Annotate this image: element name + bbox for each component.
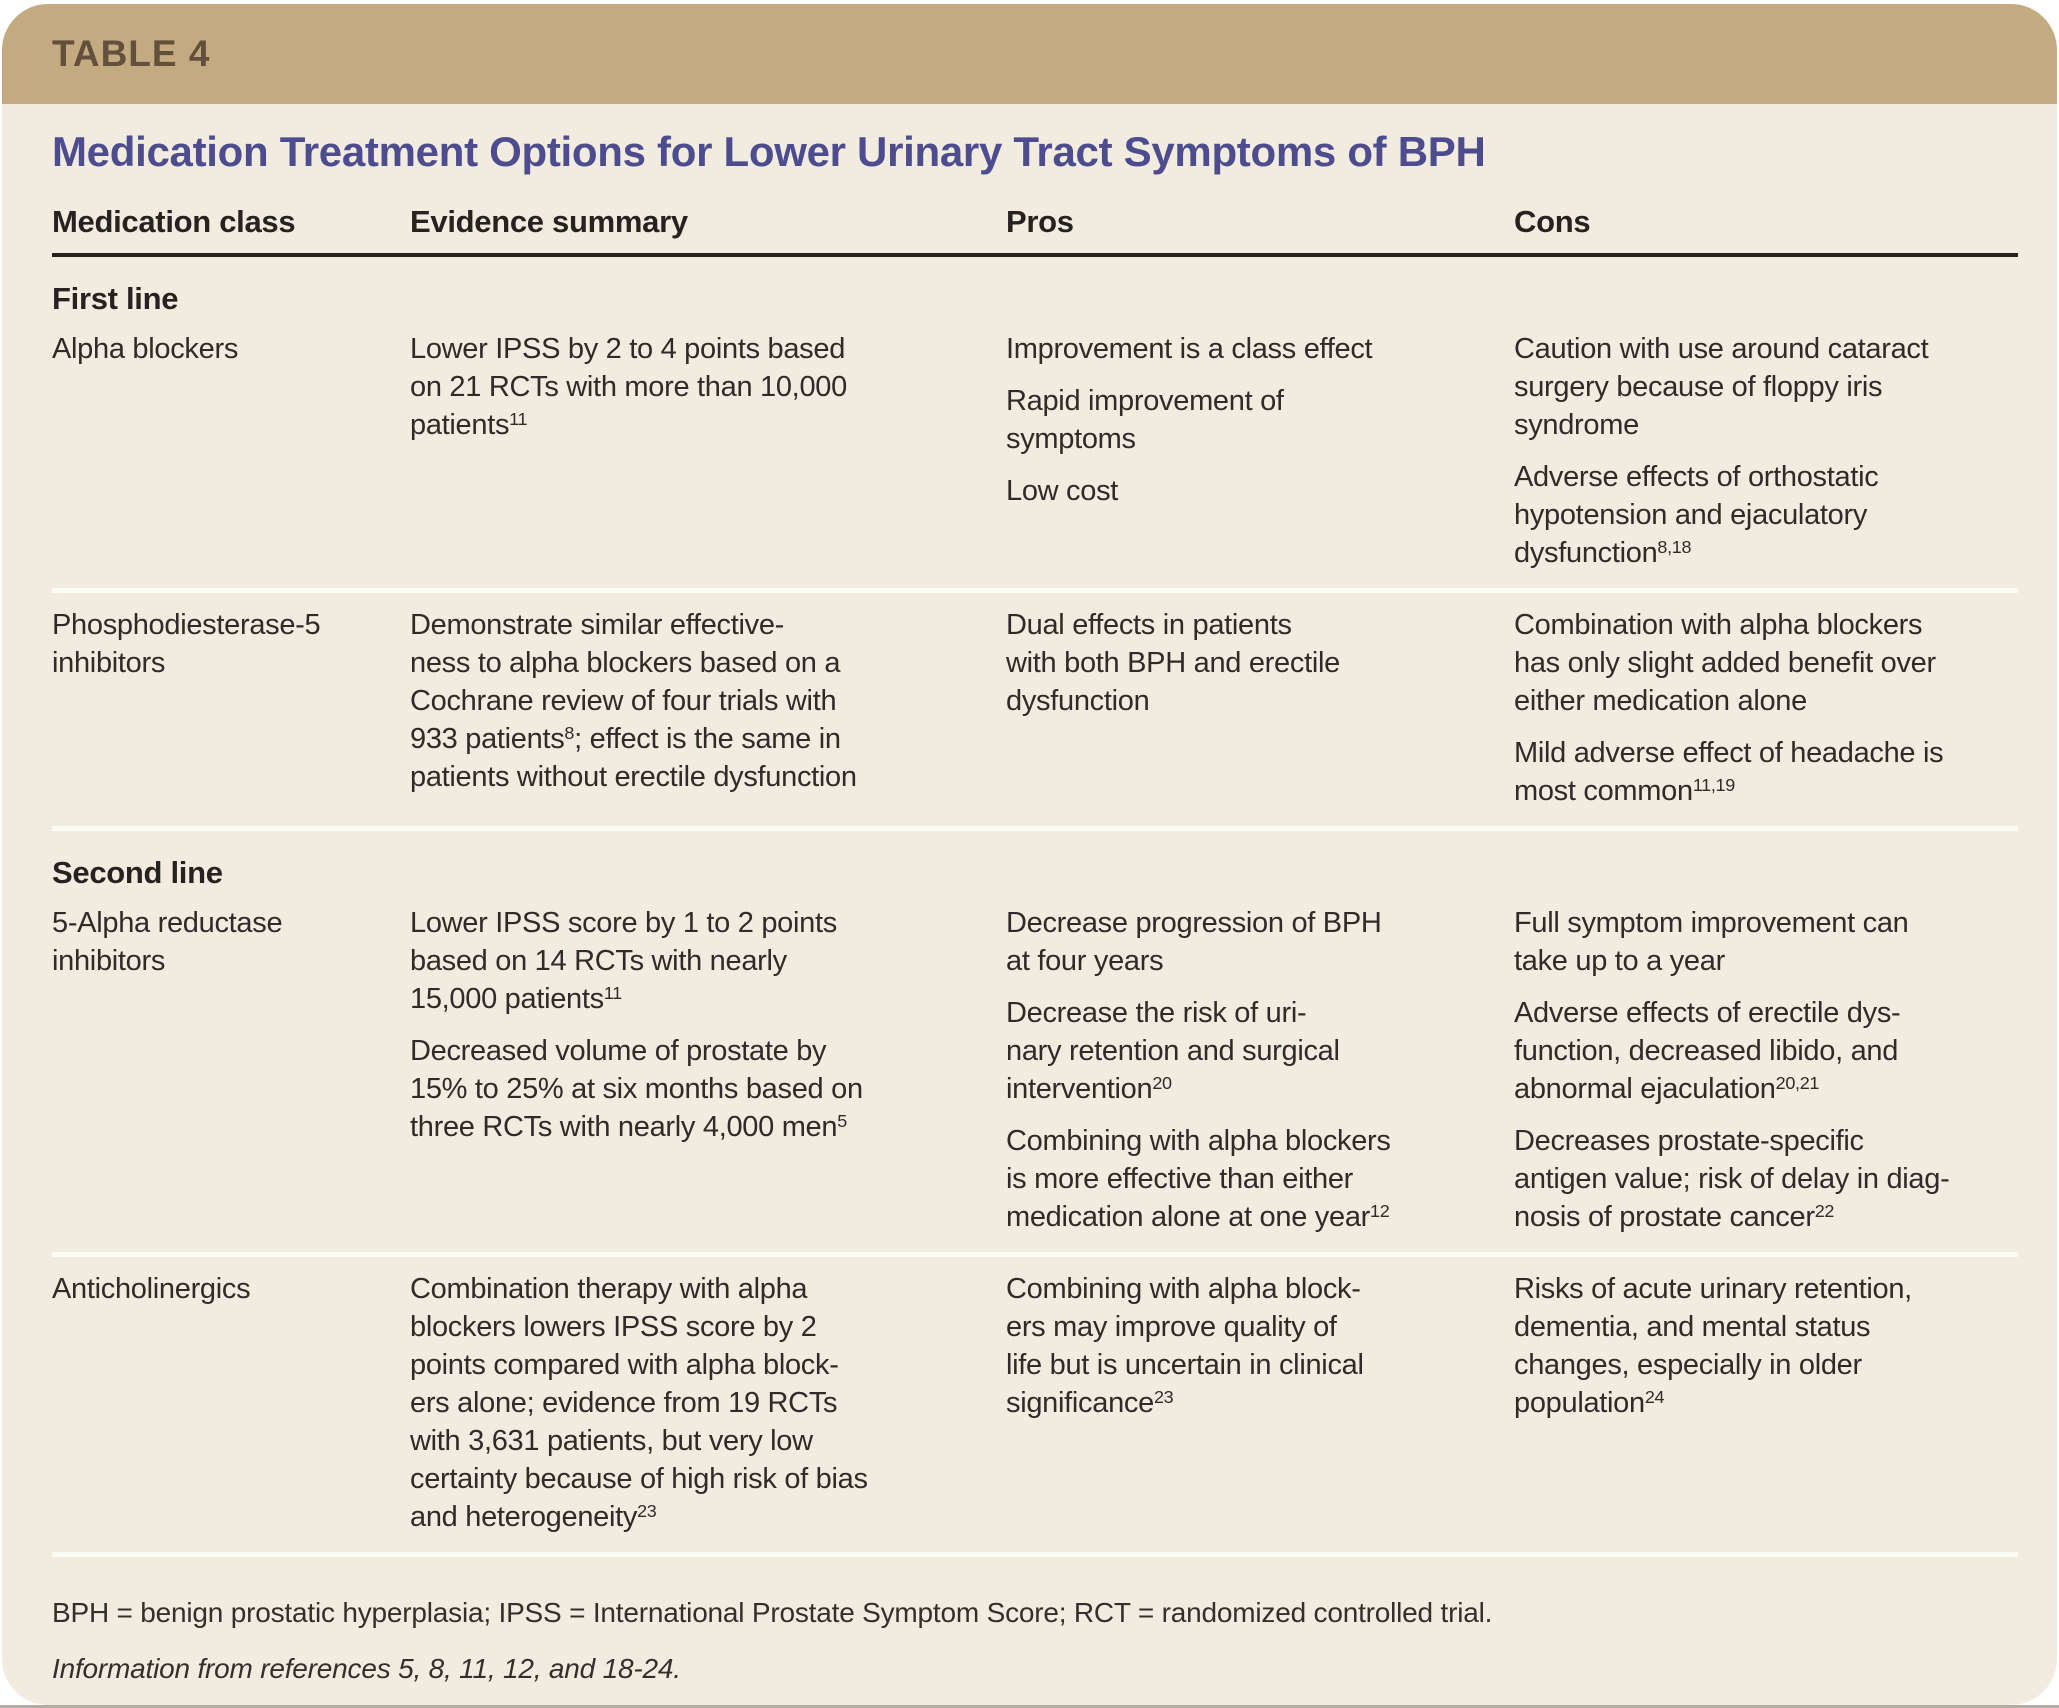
cell-paragraph: Combining with alpha block-ers may impro… [1006, 1273, 1364, 1419]
pros-cell: Dual effects in patients with both BPH an… [1006, 606, 1514, 810]
cell-paragraph: Demonstrate similar effective-ness to al… [410, 609, 857, 793]
table-rows: First line Alpha blockers Lower IPSS by 2 … [52, 281, 2018, 1557]
cell-paragraph: Decreased volume of prostate by 15% to 25… [410, 1035, 863, 1143]
pros-cell: Decrease progression of BPH at four years… [1006, 904, 1514, 1236]
row-separator [52, 588, 2018, 593]
table-header-bar: TABLE 4 [2, 4, 2057, 104]
evidence-summary-cell: Combination therapy with alpha blockers l… [410, 1270, 1006, 1536]
column-header-pros: Pros [1006, 204, 1074, 239]
cell-paragraph: Caution with use around cataract surgery … [1514, 333, 1929, 441]
cell-paragraph: Mild adverse effect of headache is most c… [1514, 737, 1944, 807]
cell-paragraph: Decrease progression of BPH at four years [1006, 907, 1382, 977]
cell-paragraph: Decreases prostate-specific antigen value… [1514, 1125, 1950, 1233]
cell-paragraph: Dual effects in patients with both BPH an… [1006, 609, 1340, 717]
cell-paragraph: Combining with alpha blockers is more eff… [1006, 1125, 1391, 1233]
cell-paragraph: Full symptom improvement can take up to a… [1514, 907, 1909, 977]
table-row: Phosphodiesterase-5 inhibitors Demonstrate… [52, 593, 2018, 826]
cell-paragraph: Low cost [1006, 475, 1119, 507]
cons-cell: Combination with alpha blockers has only … [1514, 606, 2018, 810]
cell-paragraph: Adverse effects of orthostatic hypotensio… [1514, 461, 1879, 569]
row-separator [52, 1252, 2018, 1257]
row-separator [52, 826, 2018, 831]
medication-class-cell: Anticholinergics [52, 1273, 251, 1305]
cell-paragraph: Risks of acute urinary retention, dementi… [1514, 1273, 1912, 1419]
section-header: First line [52, 281, 179, 316]
medication-class-cell: 5-Alpha reductase inhibitors [52, 907, 283, 977]
cell-paragraph: Improvement is a class effect [1006, 333, 1373, 365]
evidence-summary-cell: Lower IPSS by 2 to 4 points based on 21 R… [410, 330, 1006, 572]
evidence-summary-cell: Lower IPSS score by 1 to 2 points based o… [410, 904, 1006, 1236]
column-header-evidence-summary: Evidence summary [410, 204, 688, 239]
cons-cell: Full symptom improvement can take up to a… [1514, 904, 2018, 1236]
table-row: Alpha blockers Lower IPSS by 2 to 4 point… [52, 317, 2018, 588]
cell-paragraph: Rapid improvement of symptoms [1006, 385, 1284, 455]
cell-paragraph: Lower IPSS by 2 to 4 points based on 21 R… [410, 333, 847, 441]
table-card: TABLE 4 Medication Treatment Options for… [2, 4, 2057, 1705]
cons-cell: Caution with use around cataract surgery … [1514, 330, 2018, 572]
source-note: Information from references 5, 8, 11, 12… [52, 1653, 681, 1684]
section-header: Second line [52, 855, 223, 890]
cell-paragraph: Adverse effects of erectile dys-function… [1514, 997, 1901, 1105]
table-row: Anticholinergics Combination therapy with… [52, 1257, 2018, 1552]
cell-paragraph: Lower IPSS score by 1 to 2 points based o… [410, 907, 837, 1015]
medication-class-cell: Alpha blockers [52, 333, 239, 365]
cell-paragraph: Combination therapy with alpha blockers l… [410, 1273, 868, 1533]
column-header-cons: Cons [1514, 204, 1591, 239]
pros-cell: Improvement is a class effect Rapid impro… [1006, 330, 1514, 572]
abbreviations-note: BPH = benign prostatic hyperplasia; IPSS… [52, 1597, 1493, 1628]
table-body: Medication Treatment Options for Lower U… [2, 130, 2057, 1685]
cons-cell: Risks of acute urinary retention, dementi… [1514, 1270, 2018, 1536]
column-header-row: Medication class Evidence summary Pros C… [52, 204, 2018, 240]
row-separator [52, 1552, 2018, 1557]
medication-class-cell: Phosphodiesterase-5 inhibitors [52, 609, 321, 679]
table-row: 5-Alpha reductase inhibitors Lower IPSS sc… [52, 891, 2018, 1252]
evidence-summary-cell: Demonstrate similar effective-ness to al… [410, 606, 1006, 810]
table-label: TABLE 4 [52, 33, 211, 74]
page-edge [0, 1705, 2059, 1708]
cell-paragraph: Decrease the risk of uri-nary retention … [1006, 997, 1340, 1105]
column-header-medication-class: Medication class [52, 204, 296, 239]
header-rule [52, 253, 2018, 257]
pros-cell: Combining with alpha block-ers may impro… [1006, 1270, 1514, 1536]
cell-paragraph: Combination with alpha blockers has only … [1514, 609, 1936, 717]
page-title: Medication Treatment Options for Lower U… [52, 128, 1486, 175]
